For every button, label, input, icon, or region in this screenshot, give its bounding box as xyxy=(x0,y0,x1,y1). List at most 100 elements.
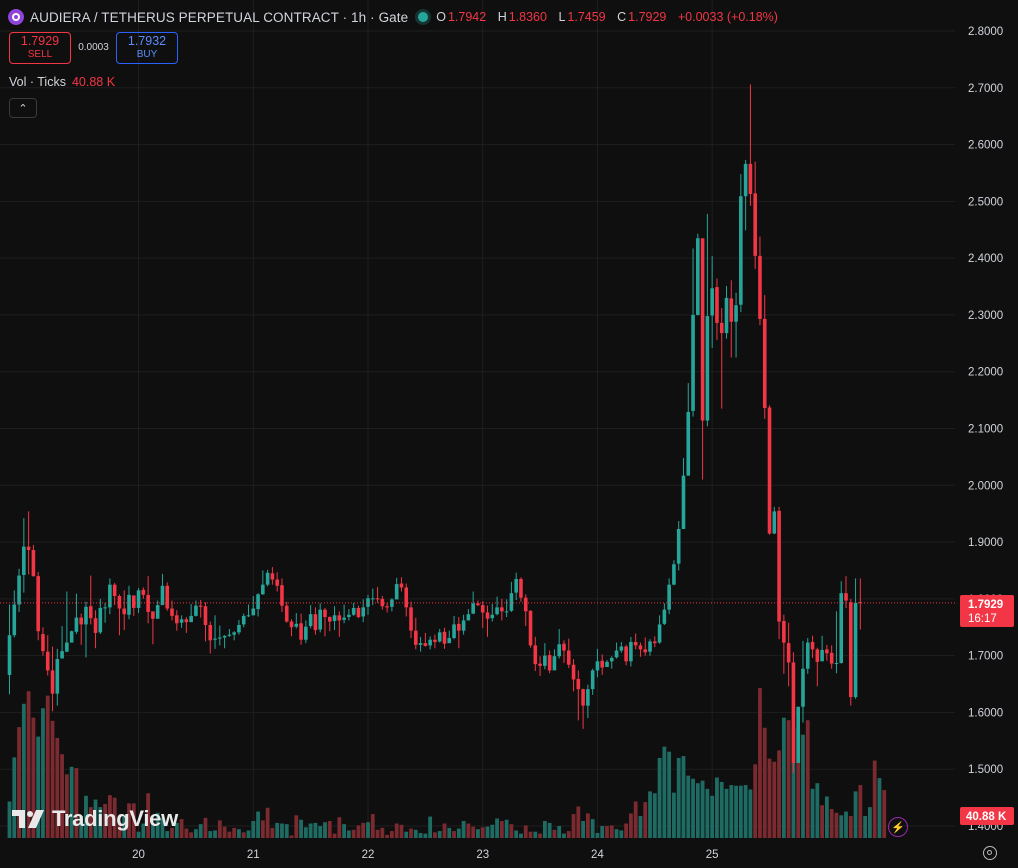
tradingview-logo[interactable]: TradingView xyxy=(12,806,178,832)
volume-bar xyxy=(600,826,605,838)
settings-icon[interactable] xyxy=(983,846,997,860)
collapse-legend-button[interactable]: ⌃ xyxy=(9,98,37,118)
candle-body xyxy=(619,646,624,651)
volume-bar xyxy=(557,826,562,838)
candle-body xyxy=(447,638,452,644)
candle-body xyxy=(275,579,279,586)
volume-bar xyxy=(31,717,36,838)
candle-body xyxy=(218,637,222,639)
price-tick-label: 2.4000 xyxy=(968,253,1003,265)
volume-legend[interactable]: Vol · Ticks 40.88 K xyxy=(9,75,115,89)
volume-bar xyxy=(107,795,112,838)
candle-body xyxy=(356,607,361,618)
market-status-icon[interactable] xyxy=(418,12,429,22)
volume-bar xyxy=(303,827,308,838)
volume-bar xyxy=(213,830,217,838)
candle-body xyxy=(500,607,504,612)
volume-bar xyxy=(93,799,98,838)
candle-body xyxy=(528,610,533,646)
candle-body xyxy=(576,678,581,690)
candle-body xyxy=(79,617,83,625)
volume-bar xyxy=(734,785,738,838)
candle-body xyxy=(571,664,576,680)
volume-bar xyxy=(174,822,179,838)
volume-bar xyxy=(595,832,600,838)
open-value: 1.7942 xyxy=(447,10,487,24)
price-tick-label: 2.6000 xyxy=(968,140,1003,152)
volume-bar xyxy=(41,708,45,838)
candle-body xyxy=(433,639,437,643)
candle-body xyxy=(437,632,442,642)
candle-body xyxy=(691,314,695,411)
candle-body xyxy=(337,615,342,621)
volume-bar xyxy=(801,734,805,838)
symbol-title[interactable]: AUDIERA / TETHERUS PERPETUAL CONTRACT · … xyxy=(30,9,409,25)
volume-bar xyxy=(466,823,471,838)
high-value: 1.8360 xyxy=(508,10,547,24)
volume-bar xyxy=(390,831,394,838)
volume-bar xyxy=(141,823,146,838)
candle-body xyxy=(313,614,318,631)
candle-body xyxy=(853,602,858,698)
volume-bar xyxy=(844,811,848,838)
candle-body xyxy=(26,546,31,551)
candle-body xyxy=(380,598,385,607)
sell-button[interactable]: 1.7929 SELL xyxy=(9,32,71,64)
volume-bar xyxy=(533,831,538,838)
time-tick-label: 24 xyxy=(591,849,604,861)
candle-body xyxy=(414,630,418,645)
volume-bar xyxy=(820,805,824,838)
candle-body xyxy=(251,608,256,616)
symbol-legend[interactable]: AUDIERA / TETHERUS PERPETUAL CONTRACT · … xyxy=(8,7,778,27)
last-price-label: 1.7929 xyxy=(968,599,1003,611)
candle-body xyxy=(696,238,700,315)
candle-body xyxy=(189,615,193,623)
candle-body xyxy=(796,706,800,763)
candle-body xyxy=(151,611,155,619)
candle-body xyxy=(31,550,36,577)
volume-bar xyxy=(84,795,88,838)
volume-bar xyxy=(786,720,791,838)
candle-body xyxy=(609,657,614,662)
volume-bar xyxy=(571,814,576,838)
volume-bar xyxy=(318,826,323,838)
volume-bar xyxy=(619,830,624,838)
volume-bar xyxy=(877,778,882,838)
candle-body xyxy=(409,607,413,631)
buy-button[interactable]: 1.7932 BUY xyxy=(116,32,178,64)
volume-bar xyxy=(547,822,552,838)
ohlc-values: O 1.7942 H 1.8360 L 1.7459 C 1.7929 +0.0033 … xyxy=(436,10,778,24)
volume-bar xyxy=(624,823,629,838)
volume-bar xyxy=(146,793,151,838)
volume-bar xyxy=(17,727,21,838)
volume-bar xyxy=(753,764,758,838)
volume-bar xyxy=(155,812,160,838)
candle-body xyxy=(399,583,404,588)
candle-body xyxy=(36,576,40,632)
price-axis[interactable]: 1.40001.50001.60001.70001.80001.90002.00… xyxy=(968,26,1003,833)
candle-body xyxy=(739,196,743,305)
price-tick-label: 2.7000 xyxy=(968,83,1003,95)
candle-body xyxy=(586,689,590,706)
volume-bar xyxy=(361,822,366,838)
candle-body xyxy=(351,607,356,615)
candle-body xyxy=(265,572,270,585)
candle-body xyxy=(423,643,428,646)
volume-bar xyxy=(69,766,74,838)
volume-bar xyxy=(710,795,715,838)
volume-bar xyxy=(184,828,189,838)
volume-bar xyxy=(552,829,557,838)
candle-body xyxy=(605,661,609,667)
volume-bar xyxy=(485,826,490,838)
candle-body xyxy=(165,585,170,609)
candle-body xyxy=(810,642,815,650)
candle-body xyxy=(69,631,74,643)
time-axis[interactable]: 20 21 22 23 24 25 xyxy=(132,849,718,861)
candle-body xyxy=(681,475,686,530)
volume-bar xyxy=(7,801,12,838)
candle-body xyxy=(131,595,136,608)
volume-bar xyxy=(117,823,122,838)
volume-bar xyxy=(657,757,662,838)
lightning-icon[interactable]: ⚡ xyxy=(888,817,908,837)
